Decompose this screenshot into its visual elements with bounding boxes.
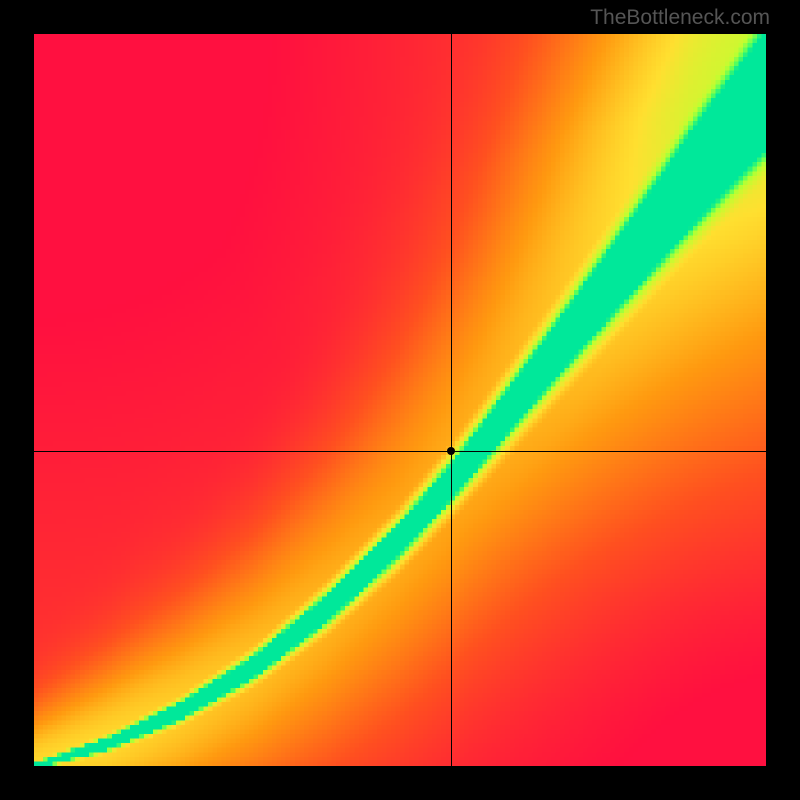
marker-dot — [447, 447, 455, 455]
heatmap-canvas — [34, 34, 766, 766]
chart-container: TheBottleneck.com — [0, 0, 800, 800]
watermark-text: TheBottleneck.com — [590, 6, 770, 30]
crosshair-horizontal — [34, 451, 766, 452]
crosshair-vertical — [451, 34, 452, 766]
